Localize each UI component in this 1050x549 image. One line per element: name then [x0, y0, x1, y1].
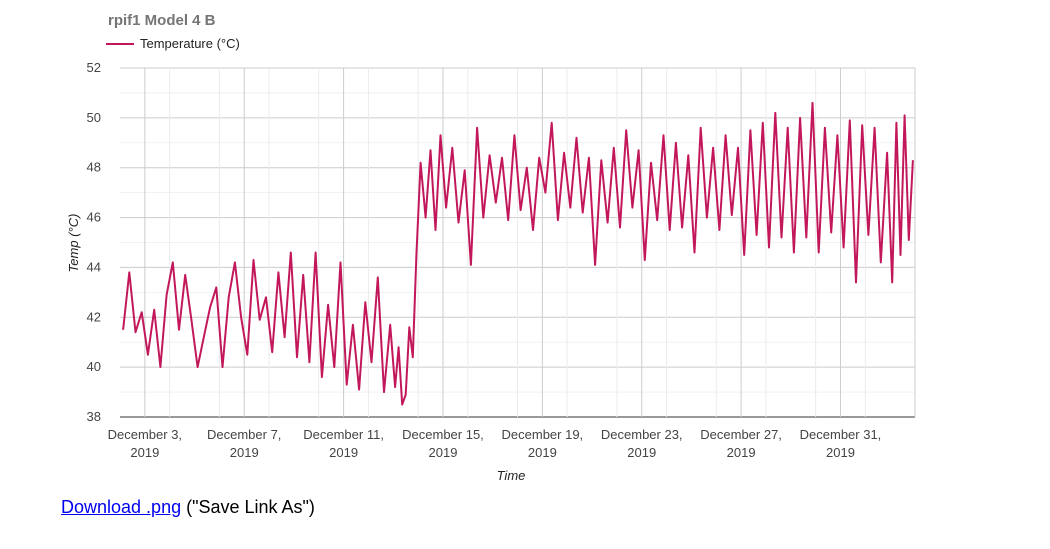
legend[interactable]: Temperature (°C) — [106, 36, 240, 51]
x-tick-label: December 15, — [402, 427, 484, 442]
x-tick-label: December 11, — [303, 427, 384, 442]
gridlines — [120, 67, 916, 418]
x-tick-label-year: 2019 — [230, 445, 259, 460]
y-tick-label: 40 — [87, 359, 101, 374]
chart-title: rpif1 Model 4 B — [108, 12, 216, 29]
x-tick-label-year: 2019 — [329, 445, 358, 460]
y-tick-label: 46 — [87, 210, 101, 225]
y-tick-label: 50 — [87, 110, 101, 125]
x-tick-label: December 31, — [800, 427, 882, 442]
y-tick-label: 38 — [87, 409, 101, 424]
x-axis-ticks: December 3, 2019 December 7, 2019 December 1… — [108, 427, 882, 460]
x-tick-label: December 7, — [207, 427, 281, 442]
x-tick-label: December 23, — [601, 427, 683, 442]
line-chart: rpif1 Model 4 B Temperature (°C) 38 40 42 4… — [66, 12, 916, 483]
x-tick-label-year: 2019 — [130, 445, 159, 460]
x-tick-label-year: 2019 — [826, 445, 855, 460]
x-axis-title: Time — [497, 468, 526, 483]
x-tick-label: December 27, — [700, 427, 782, 442]
download-png-link[interactable]: Download .png — [61, 497, 182, 517]
x-tick-label-year: 2019 — [528, 445, 557, 460]
save-link-hint: ("Save Link As") — [181, 497, 315, 517]
x-tick-label-year: 2019 — [429, 445, 458, 460]
y-tick-label: 44 — [87, 259, 101, 274]
y-axis-ticks: 38 40 42 44 46 48 50 52 — [87, 60, 101, 424]
y-tick-label: 52 — [87, 60, 101, 75]
series-lines — [122, 101, 914, 406]
legend-label: Temperature (°C) — [140, 36, 240, 51]
series-line-temperature — [122, 101, 914, 406]
x-tick-label-year: 2019 — [727, 445, 756, 460]
x-tick-label-year: 2019 — [627, 445, 656, 460]
y-tick-label: 42 — [87, 309, 101, 324]
download-footer: Download .png ("Save Link As") — [61, 497, 315, 518]
x-tick-label: December 19, — [502, 427, 584, 442]
x-tick-label: December 3, — [108, 427, 182, 442]
y-tick-label: 48 — [87, 160, 101, 175]
y-axis-title: Temp (°C) — [66, 214, 81, 273]
